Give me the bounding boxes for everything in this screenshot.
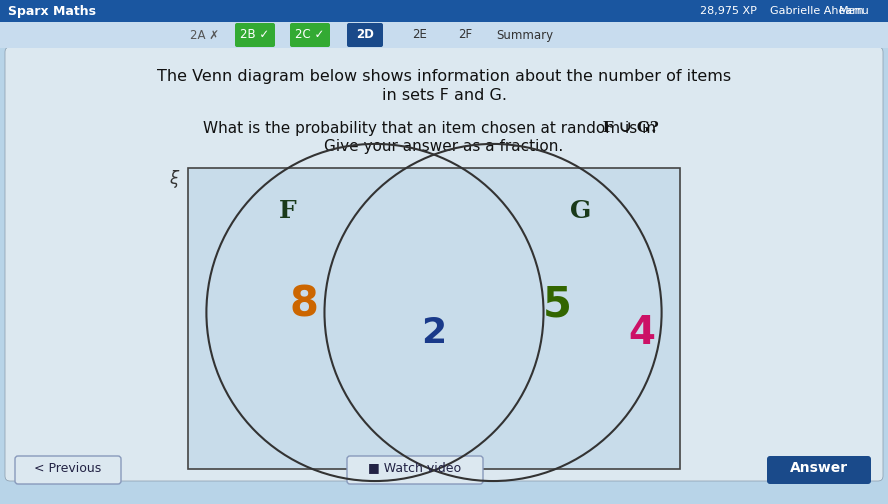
Text: 2F: 2F: [458, 29, 472, 41]
Text: 2E: 2E: [413, 29, 427, 41]
FancyBboxPatch shape: [290, 23, 330, 47]
Text: Answer: Answer: [790, 461, 848, 475]
FancyBboxPatch shape: [15, 456, 121, 484]
Text: F: F: [279, 200, 297, 223]
FancyBboxPatch shape: [235, 23, 275, 47]
Text: in sets F and G.: in sets F and G.: [382, 89, 506, 103]
Text: ξ: ξ: [170, 170, 178, 188]
FancyBboxPatch shape: [347, 456, 483, 484]
Bar: [0, 22, 888, 48]
Text: Summary: Summary: [496, 29, 553, 41]
Text: G: G: [570, 200, 591, 223]
Bar: [0, 0, 888, 22]
Text: What is the probability that an item chosen at random is in: What is the probability that an item cho…: [203, 120, 685, 136]
Text: 2C ✓: 2C ✓: [296, 29, 325, 41]
Text: 8: 8: [289, 283, 319, 325]
Text: < Previous: < Previous: [35, 462, 101, 474]
FancyBboxPatch shape: [767, 456, 871, 484]
Text: Sparx Maths: Sparx Maths: [8, 5, 96, 18]
Text: 2D: 2D: [356, 29, 374, 41]
Text: Menu: Menu: [839, 6, 870, 16]
Text: 2: 2: [422, 316, 447, 350]
Text: ■ Watch video: ■ Watch video: [369, 462, 462, 474]
Text: 4: 4: [629, 313, 655, 352]
Text: 28,975 XP: 28,975 XP: [700, 6, 757, 16]
Text: 5: 5: [543, 283, 572, 325]
FancyBboxPatch shape: [347, 23, 383, 47]
Text: 2B ✓: 2B ✓: [241, 29, 270, 41]
Text: F ∪ G?: F ∪ G?: [230, 121, 658, 135]
Text: Give your answer as a fraction.: Give your answer as a fraction.: [324, 139, 564, 154]
Text: 2A ✗: 2A ✗: [190, 29, 219, 41]
FancyBboxPatch shape: [188, 168, 680, 469]
Text: Gabrielle Ahearn: Gabrielle Ahearn: [770, 6, 864, 16]
FancyBboxPatch shape: [5, 47, 883, 481]
Text: The Venn diagram below shows information about the number of items: The Venn diagram below shows information…: [157, 69, 731, 84]
